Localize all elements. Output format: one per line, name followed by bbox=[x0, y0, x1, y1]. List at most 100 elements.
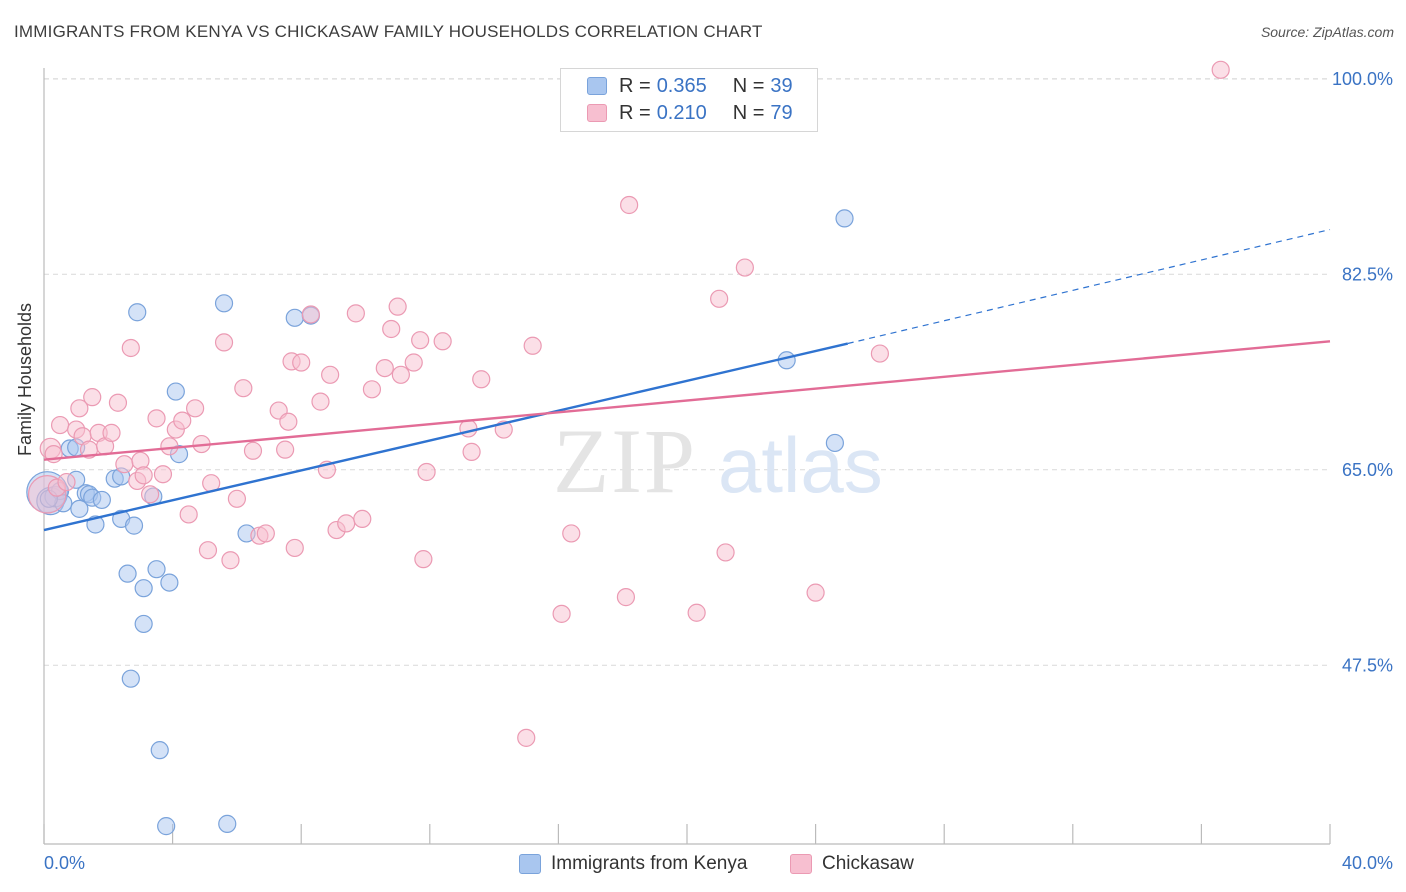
chickasaw-points bbox=[27, 60, 1230, 747]
chickasaw-point bbox=[362, 380, 382, 399]
legend-kenya-n-value: 39 bbox=[770, 74, 793, 97]
chickasaw-point bbox=[292, 353, 311, 372]
chickasaw-point bbox=[321, 365, 340, 384]
chickasaw-point bbox=[620, 195, 639, 215]
chickasaw-point bbox=[198, 541, 218, 560]
tick-label-layer: 47.5% 65.0% 82.5% 100.0% 0.0% 40.0% bbox=[44, 69, 1393, 873]
chickasaw-point bbox=[433, 332, 452, 351]
chickasaw-point bbox=[523, 336, 542, 355]
kenya-point bbox=[157, 817, 176, 836]
bottom-legend-kenya-label: Immigrants from Kenya bbox=[551, 853, 748, 874]
chickasaw-point bbox=[735, 258, 754, 277]
legend-row-chickasaw: R = 0.210 N = 79 bbox=[587, 102, 793, 124]
chickasaw-point bbox=[687, 603, 706, 622]
chickasaw-point bbox=[234, 379, 253, 398]
chickasaw-point bbox=[186, 399, 205, 418]
chickasaw-point bbox=[134, 466, 153, 485]
chickasaw-point bbox=[411, 331, 430, 350]
chickasaw-point bbox=[108, 393, 128, 412]
chickasaw-point bbox=[353, 509, 372, 529]
kenya-point bbox=[134, 579, 153, 598]
chickasaw-point bbox=[382, 319, 401, 339]
chickasaw-point bbox=[417, 462, 436, 482]
kenya-point bbox=[214, 294, 234, 313]
chickasaw-trend-line bbox=[43, 340, 1331, 461]
kenya-point bbox=[70, 499, 89, 518]
chickasaw-point bbox=[256, 524, 275, 543]
x-tick-label-min: 0.0% bbox=[44, 853, 85, 873]
kenya-point bbox=[285, 308, 304, 327]
chickasaw-point bbox=[227, 489, 246, 508]
y-axis-label: Family Households bbox=[15, 302, 35, 456]
chickasaw-point bbox=[517, 728, 536, 747]
legend-chickasaw-n-label: N = bbox=[732, 101, 765, 124]
trend-layer bbox=[43, 228, 1331, 532]
kenya-point bbox=[118, 564, 137, 583]
chickasaw-point bbox=[179, 505, 198, 524]
chickasaw-point bbox=[710, 289, 729, 308]
chickasaw-point bbox=[279, 412, 298, 431]
chickasaw-point bbox=[337, 514, 356, 533]
legend-chickasaw-r-value: 0.210 bbox=[656, 101, 707, 124]
grid-layer bbox=[44, 78, 1330, 666]
bottom-legend-kenya: Immigrants from Kenya bbox=[519, 852, 747, 876]
kenya-point bbox=[92, 490, 111, 510]
chickasaw-point bbox=[102, 423, 121, 442]
kenya-point bbox=[147, 560, 166, 579]
legend-swatch-kenya bbox=[587, 77, 607, 95]
legend-row-kenya: R = 0.365 N = 39 bbox=[587, 75, 793, 97]
x-tick-label-max: 40.0% bbox=[1342, 853, 1393, 873]
bottom-legend-swatch-chickasaw bbox=[790, 854, 812, 874]
chickasaw-point bbox=[562, 524, 581, 543]
y-tick-label: 82.5% bbox=[1342, 264, 1393, 284]
y-tick-label: 100.0% bbox=[1332, 69, 1393, 89]
chickasaw-point bbox=[147, 409, 166, 428]
chickasaw-point bbox=[57, 472, 76, 492]
kenya-point bbox=[121, 669, 140, 688]
chart-title: IMMIGRANTS FROM KENYA VS CHICKASAW FAMIL… bbox=[14, 22, 763, 41]
kenya-point bbox=[835, 209, 854, 228]
chickasaw-point bbox=[214, 333, 234, 352]
chickasaw-point bbox=[1211, 60, 1230, 79]
kenya-point bbox=[825, 433, 844, 453]
bottom-legend-chickasaw-label: Chickasaw bbox=[822, 853, 914, 874]
chickasaw-point bbox=[462, 442, 481, 461]
chickasaw-point bbox=[404, 353, 423, 372]
legend-kenya-r-value: 0.365 bbox=[656, 74, 707, 97]
legend-chickasaw-r-label: R = bbox=[619, 101, 651, 124]
chickasaw-point bbox=[121, 338, 140, 358]
chickasaw-point bbox=[616, 588, 636, 607]
y-tick-label: 65.0% bbox=[1342, 460, 1393, 480]
legend-kenya-r-label: R = bbox=[619, 74, 651, 97]
chickasaw-point bbox=[459, 419, 478, 438]
chickasaw-point bbox=[870, 344, 890, 363]
chickasaw-point bbox=[375, 358, 394, 378]
kenya-points bbox=[26, 209, 854, 836]
kenya-point bbox=[166, 382, 185, 401]
kenya-trend-line bbox=[43, 342, 849, 532]
chickasaw-point bbox=[388, 297, 407, 316]
kenya-point bbox=[134, 614, 153, 634]
source-label: Source: ZipAtlas.com bbox=[1260, 24, 1394, 40]
kenya-point bbox=[150, 741, 169, 760]
chickasaw-point bbox=[173, 411, 192, 430]
chickasaw-point bbox=[153, 465, 173, 484]
bottom-legend-swatch-kenya bbox=[519, 854, 541, 874]
watermark: ZIP atlas bbox=[553, 410, 883, 512]
kenya-point bbox=[218, 814, 237, 833]
chickasaw-point bbox=[806, 583, 825, 602]
kenya-point bbox=[124, 516, 144, 535]
chickasaw-point bbox=[301, 305, 320, 324]
chickasaw-point bbox=[276, 440, 295, 459]
chickasaw-point bbox=[70, 399, 89, 418]
chickasaw-point bbox=[243, 441, 263, 460]
watermark-atlas: atlas bbox=[718, 421, 883, 509]
kenya-trend-extension bbox=[847, 228, 1331, 345]
chickasaw-point bbox=[83, 388, 102, 407]
chickasaw-point bbox=[346, 304, 365, 323]
chickasaw-point bbox=[140, 485, 160, 504]
chickasaw-point bbox=[221, 551, 240, 570]
watermark-zip: ZIP bbox=[553, 410, 697, 512]
chickasaw-point bbox=[285, 538, 304, 558]
